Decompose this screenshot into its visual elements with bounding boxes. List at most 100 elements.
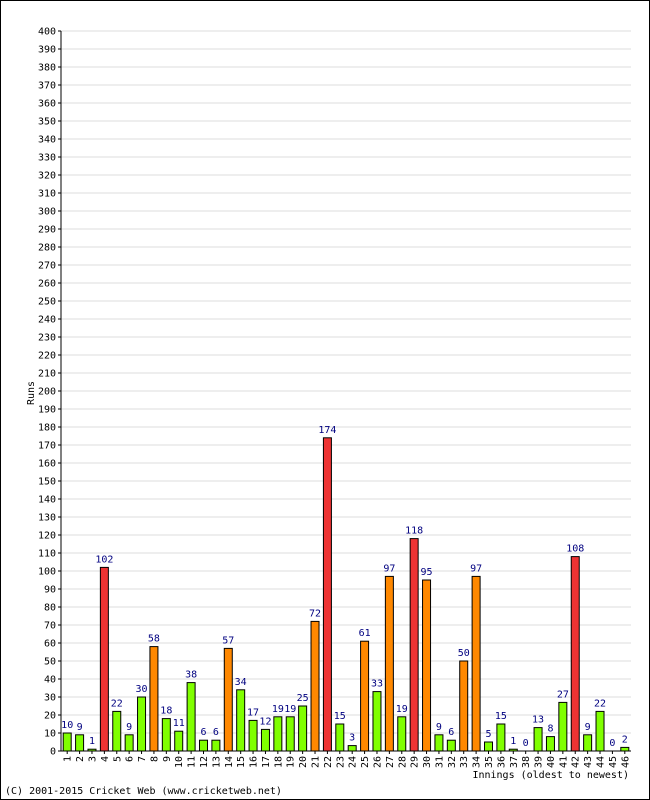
data-label: 72	[309, 608, 321, 619]
x-tick-label: 40	[546, 756, 557, 768]
x-tick-label: 33	[459, 756, 470, 768]
gridlines	[61, 30, 631, 734]
y-tick-label: 120	[38, 531, 56, 542]
y-tick-label: 50	[44, 657, 56, 668]
y-tick-label: 40	[44, 675, 56, 686]
x-tick-label: 26	[372, 756, 383, 768]
y-tick-label: 290	[38, 225, 56, 236]
x-tick-label: 27	[385, 756, 396, 768]
data-label: 0	[523, 738, 529, 749]
data-label: 3	[349, 733, 355, 744]
x-tick-label: 8	[149, 756, 160, 762]
x-tick-label: 4	[100, 756, 111, 762]
x-tick-label: 21	[311, 756, 322, 768]
x-tick-label: 20	[298, 756, 309, 768]
y-tick-label: 150	[38, 477, 56, 488]
data-label: 19	[396, 704, 408, 715]
bar	[620, 746, 630, 752]
x-tick-label: 2	[75, 756, 86, 762]
y-tick-label: 0	[50, 747, 56, 758]
x-tick-label: 3	[87, 756, 98, 762]
y-tick-label: 400	[38, 27, 56, 38]
y-tick-label: 140	[38, 495, 56, 506]
data-label: 9	[436, 722, 442, 733]
data-label: 12	[259, 716, 271, 727]
y-tick-label: 90	[44, 585, 56, 596]
x-tick-label: 22	[323, 756, 334, 768]
bar	[137, 696, 147, 752]
x-tick-label: 25	[360, 756, 371, 768]
y-tick-label: 180	[38, 423, 56, 434]
bar	[545, 736, 555, 752]
x-tick-label: 31	[434, 756, 445, 768]
data-label: 9	[585, 722, 591, 733]
x-tick-label: 23	[335, 756, 346, 768]
x-tick-label: 34	[472, 756, 483, 768]
data-label: 22	[594, 698, 606, 709]
bar	[360, 640, 370, 752]
y-tick-label: 130	[38, 513, 56, 524]
data-label: 9	[126, 722, 132, 733]
data-label: 58	[148, 634, 160, 645]
x-tick-label: 35	[484, 756, 495, 768]
y-tick-label: 390	[38, 45, 56, 56]
bar	[298, 705, 308, 752]
bar	[236, 689, 246, 752]
x-tick-label: 10	[174, 756, 185, 768]
x-tick-label: 19	[286, 756, 297, 768]
data-label: 50	[458, 648, 470, 659]
data-label: 5	[485, 729, 491, 740]
data-label: 13	[532, 715, 544, 726]
data-label: 95	[421, 567, 433, 578]
bar	[372, 691, 382, 752]
x-tick-label: 24	[348, 756, 359, 768]
data-label: 6	[448, 727, 454, 738]
y-tick-label: 350	[38, 117, 56, 128]
data-label: 97	[383, 563, 395, 574]
y-tick-label: 200	[38, 387, 56, 398]
data-label: 18	[160, 706, 172, 717]
x-axis-title: Innings (oldest to newest)	[472, 770, 629, 781]
bars	[62, 437, 630, 752]
bar	[397, 716, 407, 752]
data-label: 57	[222, 635, 234, 646]
bar	[310, 620, 320, 752]
x-tick-label: 18	[273, 756, 284, 768]
y-tick-label: 320	[38, 171, 56, 182]
bar	[75, 734, 85, 752]
y-tick-label: 270	[38, 261, 56, 272]
bar	[285, 716, 295, 752]
data-label: 8	[547, 724, 553, 735]
x-tick-label: 1	[63, 756, 74, 762]
x-tick-label: 32	[447, 756, 458, 768]
y-tick-label: 240	[38, 315, 56, 326]
x-tick-label: 28	[397, 756, 408, 768]
bar	[248, 719, 258, 752]
bar	[595, 710, 605, 752]
x-axis-ticks: 1 2 3 4 5 6 7 8 9 10 11 12 13 14 15 16 17 18 19 20 21 22 23 24 2…	[63, 751, 631, 768]
x-tick-label: 44	[596, 756, 607, 768]
bar	[471, 575, 481, 752]
y-tick-label: 80	[44, 603, 56, 614]
bar	[273, 716, 283, 752]
bar	[496, 723, 506, 752]
y-tick-label: 100	[38, 567, 56, 578]
data-label: 2	[622, 734, 628, 745]
data-label: 6	[200, 727, 206, 738]
bar	[459, 660, 469, 752]
data-label: 102	[95, 554, 113, 565]
x-tick-label: 46	[620, 756, 631, 768]
y-tick-label: 210	[38, 369, 56, 380]
bar	[260, 728, 270, 752]
x-tick-label: 7	[137, 756, 148, 762]
y-axis-ticks: 0 10 20 30 40 50 60 70 80 90 100 110 120 130 140 150 160…	[38, 27, 61, 758]
copyright-notice: (C) 2001-2015 Cricket Web (www.cricketwe…	[5, 786, 282, 797]
bar	[322, 437, 332, 752]
x-tick-label: 12	[199, 756, 210, 768]
x-tick-label: 41	[558, 756, 569, 768]
x-tick-label: 42	[571, 756, 582, 768]
data-label: 22	[111, 698, 123, 709]
data-label: 27	[557, 689, 569, 700]
